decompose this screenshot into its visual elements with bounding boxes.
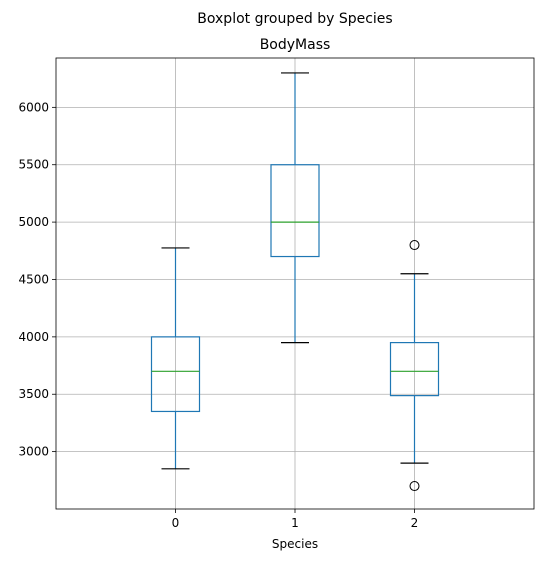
chart-suptitle: Boxplot grouped by Species <box>197 11 392 27</box>
y-axis-ticks: 3000 3500 4000 4500 5000 5500 6000 <box>18 100 56 459</box>
box-group-1 <box>270 72 320 344</box>
y-tick-label: 6000 <box>18 100 49 114</box>
outlier-point <box>409 240 420 251</box>
x-tick-label: 2 <box>411 516 419 530</box>
x-axis-ticks: 0 1 2 <box>172 509 419 530</box>
iqr-box <box>270 164 320 258</box>
y-tick-label: 3000 <box>18 445 49 459</box>
y-tick-label: 4500 <box>18 272 49 286</box>
box-group-0 <box>150 247 201 470</box>
iqr-box <box>389 342 440 397</box>
iqr-box <box>150 336 201 413</box>
x-tick-label: 0 <box>172 516 180 530</box>
plot-frame <box>55 57 535 510</box>
x-tick-label: 1 <box>291 516 299 530</box>
x-axis-label: Species <box>272 537 318 551</box>
box-group-2 <box>389 240 440 492</box>
boxes <box>150 72 440 492</box>
chart-title: BodyMass <box>260 37 331 53</box>
y-tick-label: 3500 <box>18 387 49 401</box>
outlier-point <box>409 481 420 492</box>
y-tick-label: 4000 <box>18 330 49 344</box>
y-tick-label: 5500 <box>18 158 49 172</box>
y-tick-label: 5000 <box>18 215 49 229</box>
